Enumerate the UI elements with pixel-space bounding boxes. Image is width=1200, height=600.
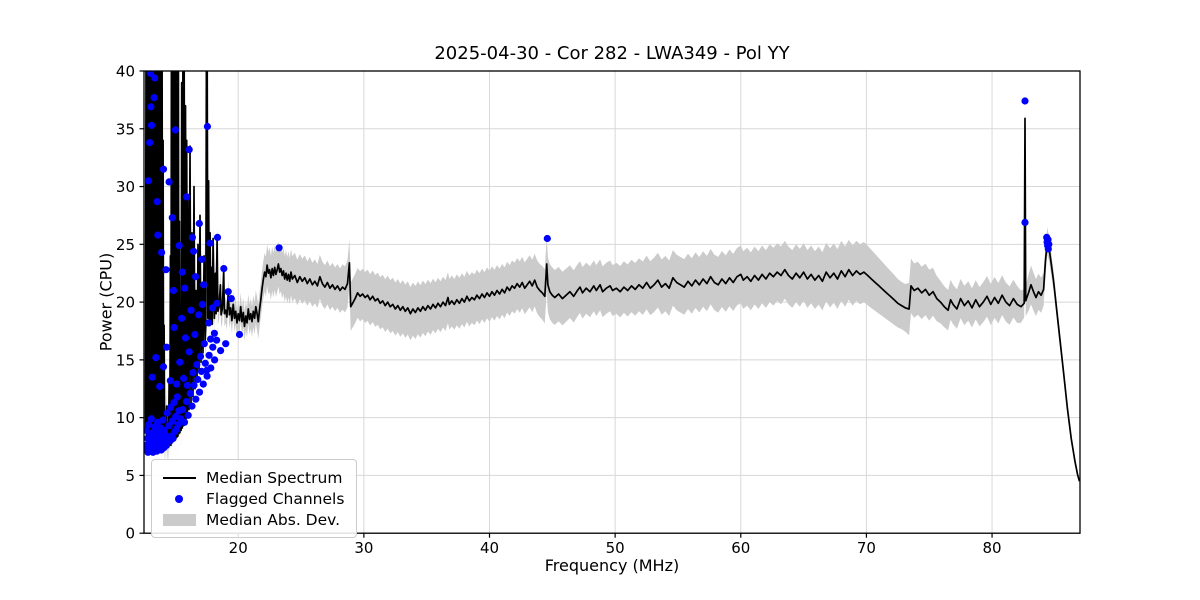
y-tick-label: 15 (116, 351, 135, 369)
x-tick-label: 40 (480, 539, 499, 557)
legend-item-median-abs-dev: Median Abs. Dev. (162, 509, 344, 530)
mad-patch-icon (162, 513, 196, 526)
x-tick-label: 80 (983, 539, 1002, 557)
y-tick-label: 20 (116, 294, 135, 312)
legend-label: Median Abs. Dev. (206, 510, 341, 529)
x-tick-label: 20 (229, 539, 248, 557)
y-tick-label: 5 (125, 467, 135, 485)
legend: Median Spectrum Flagged Channels Median … (151, 459, 358, 538)
x-tick-label: 60 (731, 539, 750, 557)
y-tick-label: 10 (116, 409, 135, 427)
flagged-channel-points (144, 71, 1053, 456)
tick-labels: 20 30 40 50 60 70 80 0 5 10 15 20 25 30 35 40 (116, 63, 1002, 558)
median-spectrum-line (144, 71, 1080, 482)
y-tick-label: 30 (116, 178, 135, 196)
legend-item-median-spectrum: Median Spectrum (162, 467, 344, 488)
y-tick-label: 0 (125, 525, 135, 543)
legend-label: Flagged Channels (206, 489, 345, 508)
x-tick-label: 70 (857, 539, 876, 557)
x-tick-label: 50 (606, 539, 625, 557)
y-tick-label: 40 (116, 63, 135, 81)
tick-marks (139, 70, 993, 538)
mad-band (145, 71, 1080, 484)
chart-title: 2025-04-30 - Cor 282 - LWA349 - Pol YY (434, 43, 790, 64)
flagged-dot-icon (162, 494, 196, 503)
median-line-icon (162, 476, 196, 479)
y-tick-label: 35 (116, 120, 135, 138)
y-axis-label: Power (CPU) (96, 252, 116, 352)
legend-label: Median Spectrum (206, 468, 343, 487)
y-tick-label: 25 (116, 236, 135, 254)
x-tick-label: 30 (354, 539, 373, 557)
x-axis-label: Frequency (MHz) (544, 556, 680, 575)
legend-item-flagged-channels: Flagged Channels (162, 488, 344, 509)
